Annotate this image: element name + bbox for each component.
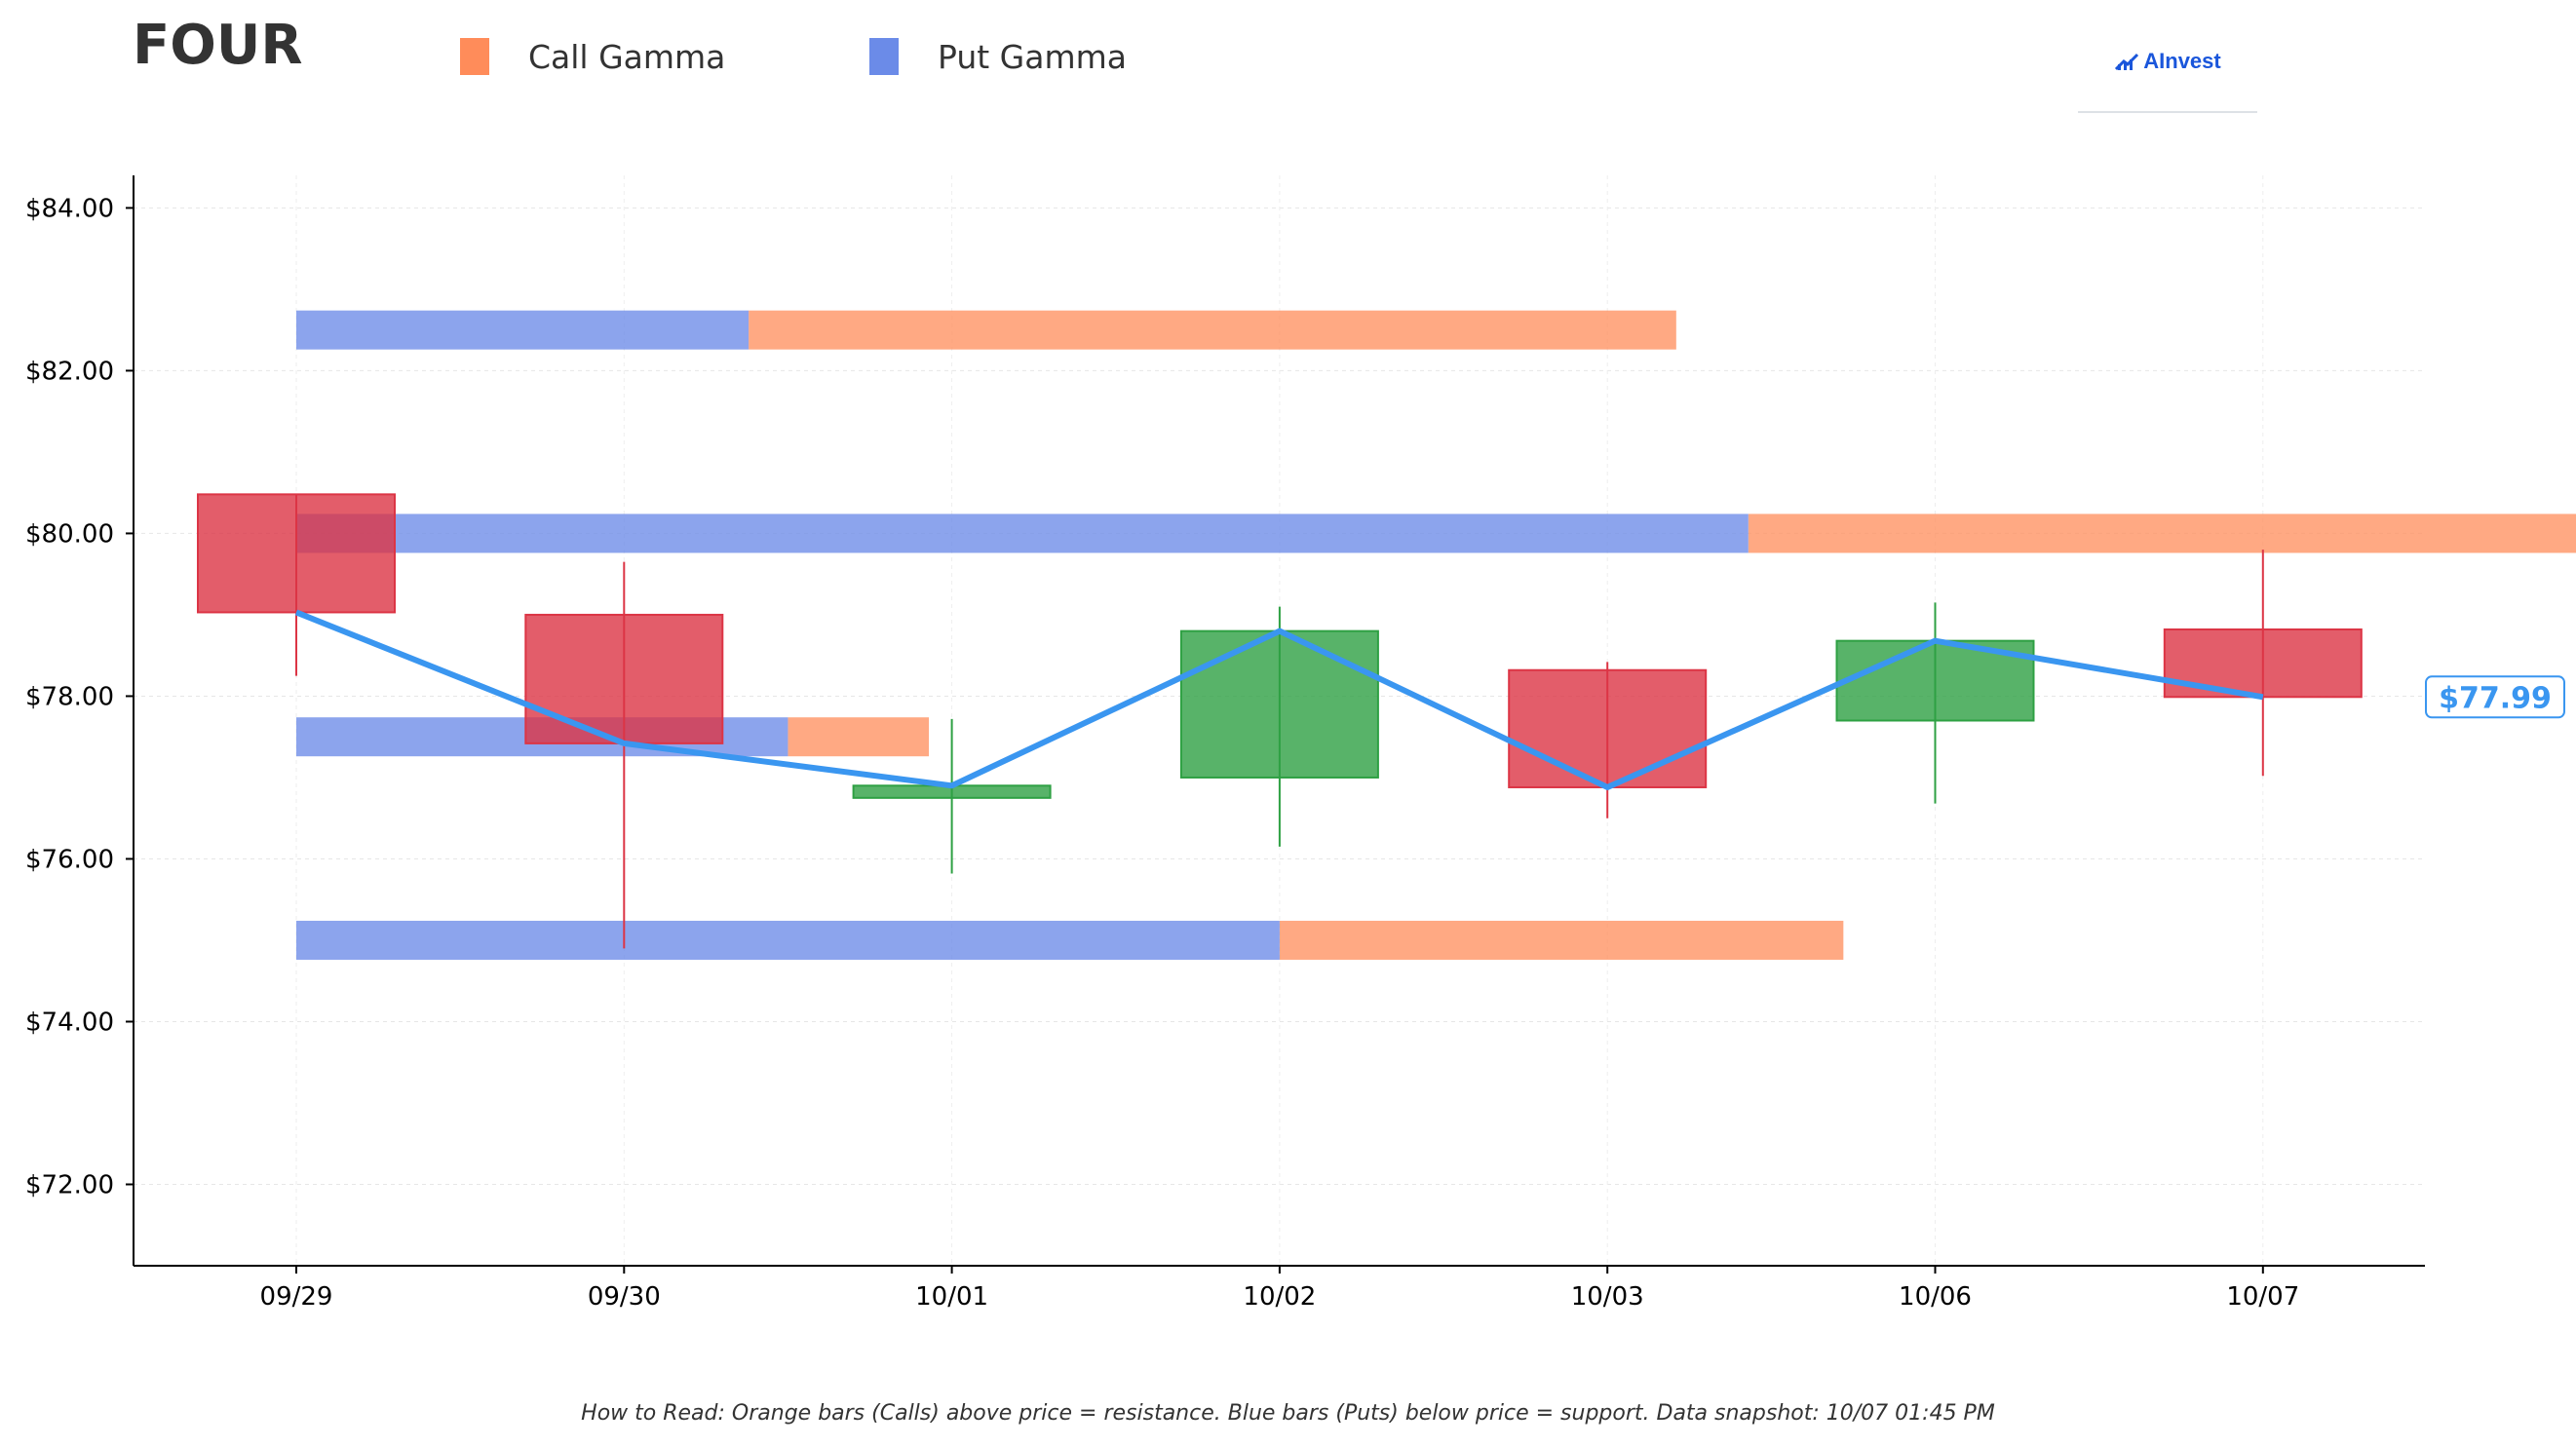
y-tick-label: $72.00 [25, 1170, 114, 1199]
candles [197, 493, 2363, 949]
ainvest-logo-text: AInvest [2143, 49, 2221, 73]
x-tick-label: 10/07 [2226, 1282, 2299, 1312]
call-gamma-swatch [460, 38, 489, 75]
candle-body [197, 493, 396, 614]
candle-body [1179, 629, 1379, 779]
call-gamma-bar [749, 310, 1676, 350]
last-price-tag [2425, 675, 2565, 719]
candle-body [1508, 668, 1708, 788]
y-tick-label: $84.00 [25, 194, 114, 223]
legend-item-call-gamma: Call Gamma [460, 37, 725, 76]
legend-item-put-gamma: Put Gamma [869, 37, 1127, 76]
call-gamma-bar [1748, 514, 2576, 553]
y-tick-label: $80.00 [25, 519, 114, 549]
ainvest-logo: AInvest [2078, 39, 2257, 113]
x-tick-label: 10/03 [1571, 1282, 1644, 1312]
call-gamma-bar [788, 717, 930, 757]
ticker-symbol: FOUR [133, 14, 303, 77]
y-tick-label: $74.00 [25, 1008, 114, 1037]
how-to-read-footnote: How to Read: Orange bars (Calls) above p… [581, 1401, 1995, 1426]
call-gamma-bar [1279, 920, 1844, 960]
y-tick-label: $76.00 [25, 845, 114, 874]
put-gamma-bar [296, 310, 750, 350]
x-tick-label: 10/02 [1243, 1282, 1316, 1312]
y-tick-label: $78.00 [25, 682, 114, 711]
grid-lines [134, 175, 2425, 1266]
y-tick-label: $82.00 [25, 357, 114, 386]
x-tick-label: 09/29 [260, 1282, 333, 1312]
put-gamma-swatch [869, 38, 899, 75]
close-price-line [294, 609, 2264, 790]
put-gamma-bar [296, 920, 1280, 960]
candle-body [524, 613, 724, 744]
put-gamma-bar [296, 514, 1749, 553]
x-tick-label: 09/30 [588, 1282, 661, 1312]
last-price-label: $77.99 [2439, 681, 2552, 715]
legend-label-put-gamma: Put Gamma [938, 37, 1127, 76]
x-tick-label: 10/01 [915, 1282, 988, 1312]
legend-label-call-gamma: Call Gamma [528, 37, 726, 76]
gamma-bars [296, 310, 2576, 960]
ainvest-logo-icon [2115, 53, 2139, 70]
x-tick-label: 10/06 [1899, 1282, 1972, 1312]
